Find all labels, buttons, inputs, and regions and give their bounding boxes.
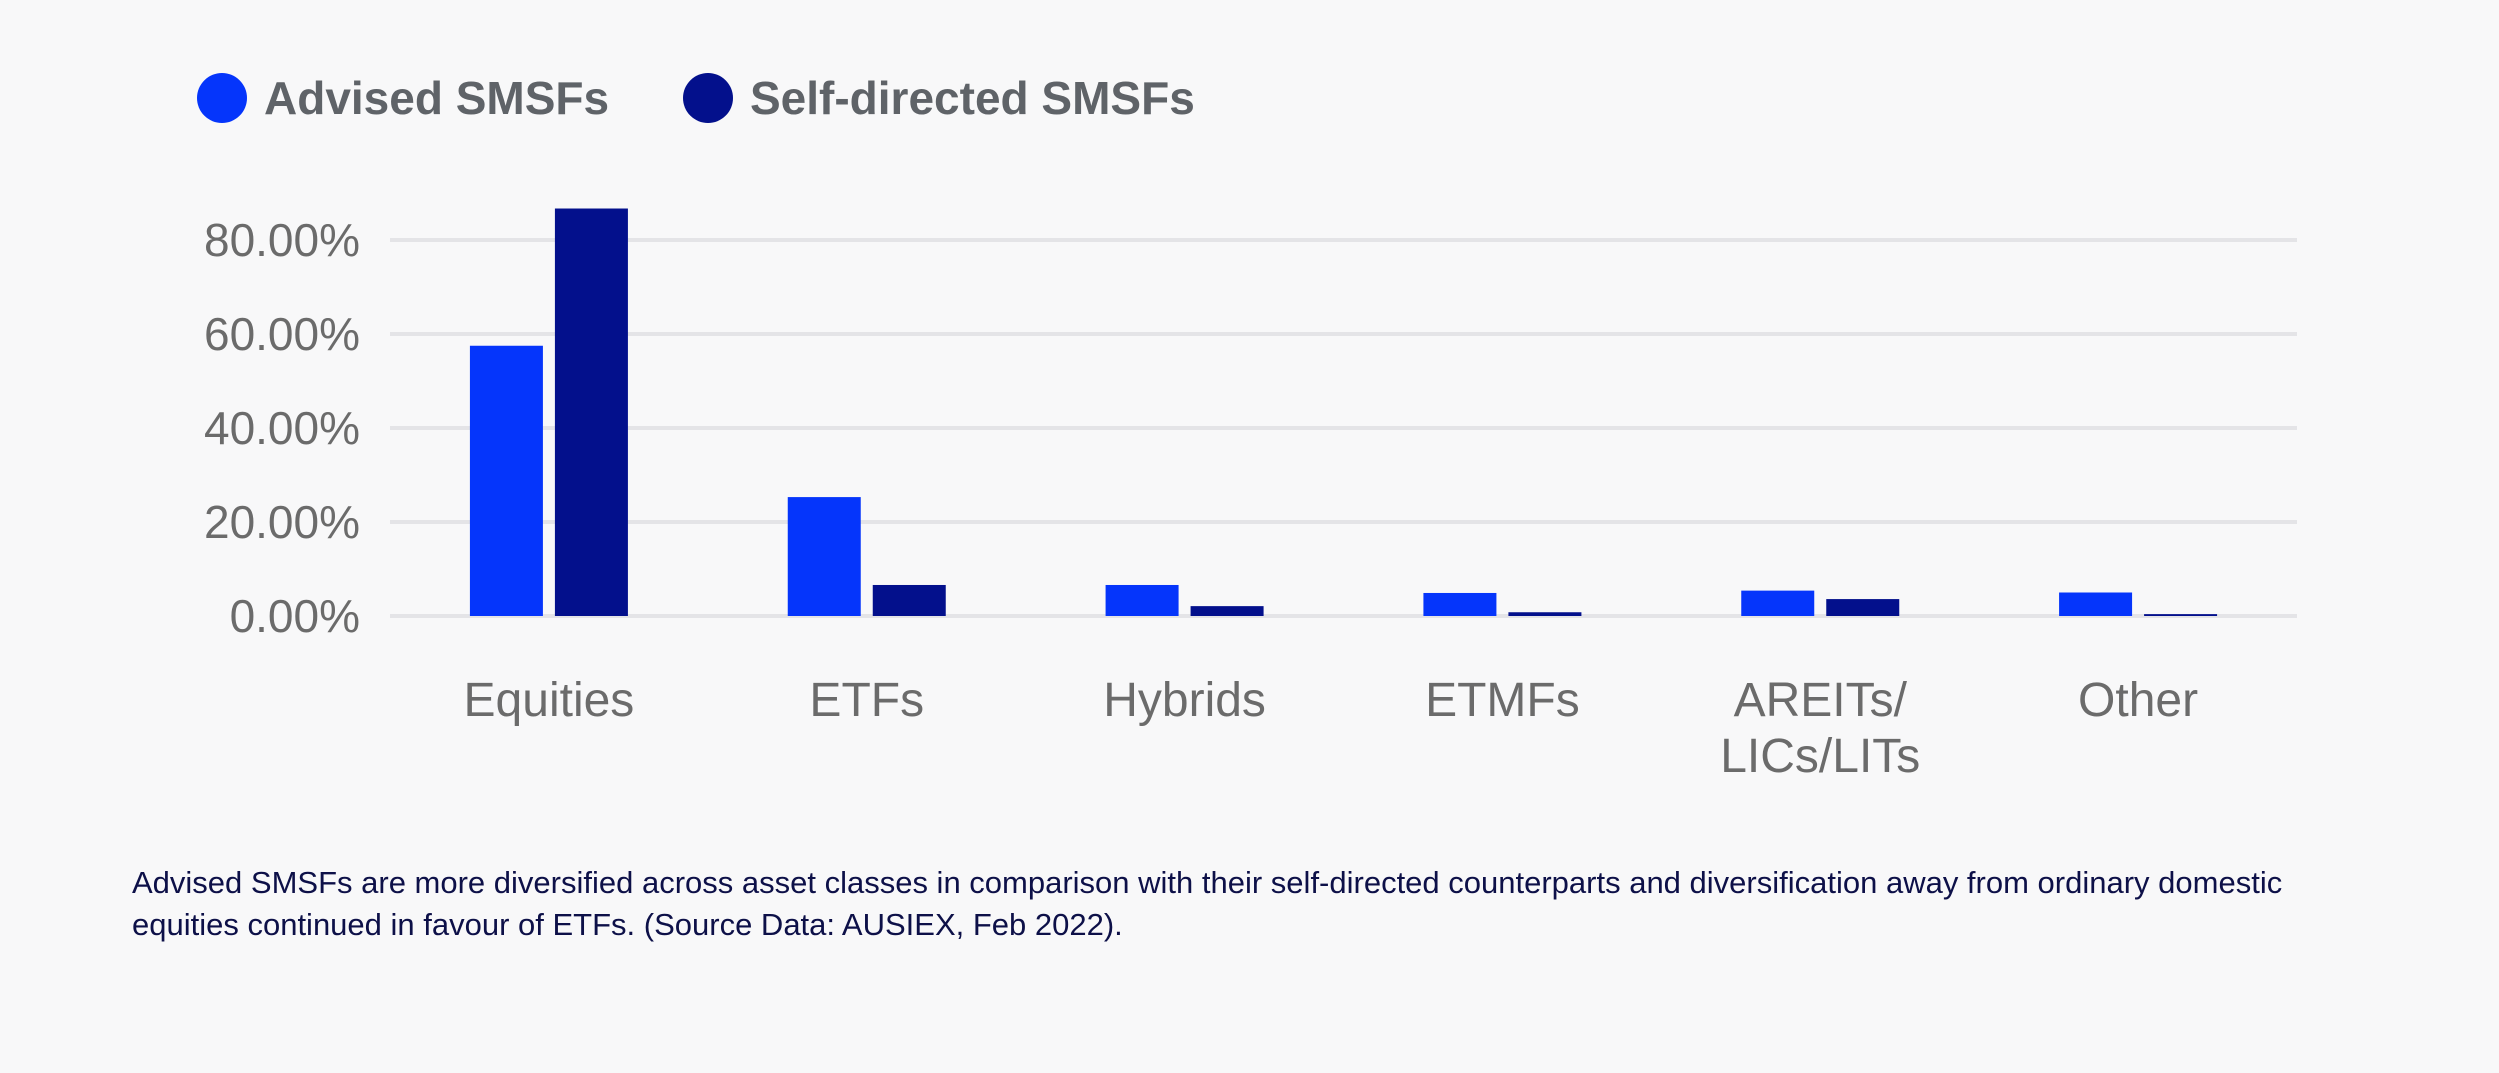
bar-1-2: [787, 497, 861, 616]
legend-item-2: Self-directed SMSFs: [683, 72, 1195, 124]
bar-2-1: [554, 208, 628, 616]
bar-2-6: [2144, 614, 2218, 616]
chart-legend: Advised SMSFs Self-directed SMSFs: [197, 72, 1195, 124]
x-tick-label: AREITs/LICs/LITs: [1720, 674, 1920, 783]
y-tick-label: 80.00%: [204, 214, 360, 266]
y-tick-label: 40.00%: [204, 402, 360, 454]
legend-label: Self-directed SMSFs: [750, 72, 1195, 124]
bar-1-6: [2059, 592, 2133, 616]
bar-2-2: [872, 584, 946, 616]
bar-1-1: [469, 345, 543, 616]
x-tick-label: ETMFs: [1425, 674, 1580, 727]
bar-1-5: [1741, 590, 1815, 616]
x-tick-label: Other: [2078, 674, 2198, 727]
chart-caption: Advised SMSFs are more diversified acros…: [132, 865, 2283, 942]
y-tick-label: 60.00%: [204, 308, 360, 360]
legend-swatch: [683, 73, 733, 123]
legend-label: Advised SMSFs: [264, 72, 609, 124]
x-tick-label: ETFs: [809, 674, 924, 727]
y-axis: 0.00% 20.00% 40.00% 60.00% 80.00%: [204, 214, 360, 642]
bar-chart: Advised SMSFs Self-directed SMSFs 0.00% 20…: [197, 72, 2297, 783]
x-axis: Equities ETFs Hybrids ETMFs AREITs/LICs/LITs…: [464, 674, 2199, 783]
bar-2-4: [1508, 612, 1582, 616]
chart-bars: [469, 208, 2218, 616]
y-tick-label: 20.00%: [204, 496, 360, 548]
legend-swatch: [197, 73, 247, 123]
chart-gridlines: [390, 238, 2297, 618]
bar-2-3: [1190, 606, 1264, 616]
bar-1-3: [1105, 584, 1179, 616]
bar-2-5: [1826, 599, 1900, 616]
x-tick-label: Equities: [464, 674, 635, 727]
bar-1-4: [1423, 592, 1497, 616]
legend-item-1: Advised SMSFs: [197, 72, 609, 124]
y-tick-label: 0.00%: [230, 590, 360, 642]
x-tick-label: Hybrids: [1103, 674, 1266, 727]
